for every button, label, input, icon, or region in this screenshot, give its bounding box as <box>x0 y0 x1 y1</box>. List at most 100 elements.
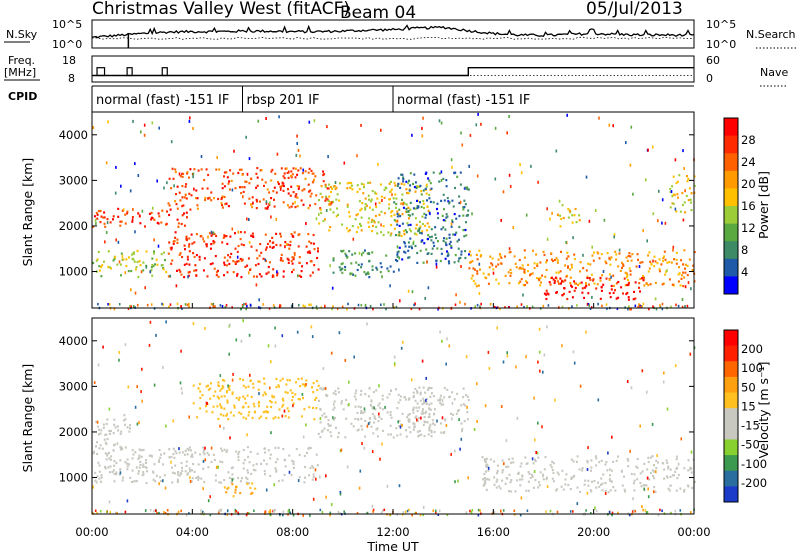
heatmap-cell <box>606 252 609 255</box>
heatmap-cell <box>201 394 204 397</box>
heatmap-cell <box>462 208 465 211</box>
heatmap-cell <box>184 185 187 188</box>
heatmap-noise <box>641 505 643 509</box>
heatmap-cell <box>586 276 589 280</box>
heatmap-cell <box>549 463 552 467</box>
heatmap-cell <box>622 292 624 295</box>
heatmap-noise <box>537 360 539 364</box>
heatmap-cell <box>247 414 250 417</box>
velocity-cbar-swatch <box>724 361 738 378</box>
heatmap-cell <box>510 461 513 464</box>
heatmap-cell <box>187 245 190 248</box>
heatmap-cell <box>324 218 326 221</box>
heatmap-cell <box>262 257 265 260</box>
heatmap-noise <box>258 392 260 396</box>
heatmap-cell <box>217 384 220 387</box>
heatmap-cell <box>109 465 112 468</box>
heatmap-noise <box>207 235 209 239</box>
heatmap-ground <box>686 304 689 308</box>
heatmap-cell <box>450 246 453 249</box>
heatmap-cell <box>195 254 198 257</box>
heatmap-ground <box>224 306 227 309</box>
heatmap-cell <box>96 213 99 216</box>
heatmap-cell <box>578 214 581 217</box>
heatmap-cell <box>418 434 421 437</box>
heatmap-cell <box>269 457 272 460</box>
x-tick-label: 20:00 <box>577 525 610 539</box>
heatmap-cell <box>251 491 254 495</box>
heatmap-cell <box>154 480 157 483</box>
heatmap-cell <box>549 283 552 286</box>
heatmap-cell <box>127 270 130 273</box>
heatmap-cell <box>94 479 97 482</box>
heatmap-noise <box>219 374 222 378</box>
heatmap-noise <box>438 119 441 123</box>
heatmap-noise <box>663 371 665 375</box>
heatmap-cell <box>264 451 266 454</box>
heatmap-cell <box>299 167 302 170</box>
heatmap-cell <box>287 243 289 246</box>
heatmap-cell <box>287 192 290 195</box>
heatmap-cell <box>663 255 665 258</box>
heatmap-ground <box>108 303 111 306</box>
heatmap-ground <box>383 303 385 306</box>
heatmap-cell <box>205 243 208 246</box>
heatmap-cell <box>355 398 357 401</box>
heatmap-cell <box>563 292 565 295</box>
heatmap-cell <box>428 236 431 239</box>
heatmap-cell <box>595 464 598 467</box>
heatmap-noise <box>565 240 567 244</box>
heatmap-cell <box>539 261 542 264</box>
heatmap-cell <box>137 457 140 460</box>
heatmap-cell <box>199 390 202 393</box>
heatmap-cell <box>405 207 408 211</box>
heatmap-cell <box>332 200 335 203</box>
heatmap-ground <box>476 303 479 307</box>
heatmap-cell <box>178 268 181 271</box>
heatmap-cell <box>409 184 412 187</box>
heatmap-cell <box>172 242 175 245</box>
heatmap-noise <box>324 387 327 390</box>
heatmap-cell <box>676 180 679 183</box>
heatmap-noise <box>657 219 659 223</box>
heatmap-noise <box>460 131 462 135</box>
heatmap-cell <box>258 200 261 203</box>
heatmap-ground <box>246 512 249 515</box>
heatmap-cell <box>403 396 406 399</box>
heatmap-noise <box>468 164 470 168</box>
heatmap-cell <box>654 281 657 284</box>
heatmap-cell <box>457 238 460 241</box>
heatmap-cell <box>117 215 120 218</box>
heatmap-ground <box>94 509 97 512</box>
heatmap-cell <box>102 426 105 429</box>
heatmap-cell <box>323 427 326 430</box>
heatmap-cell <box>95 259 98 262</box>
heatmap-noise <box>248 218 250 221</box>
heatmap-cell <box>256 452 259 455</box>
heatmap-cell <box>543 468 546 471</box>
heatmap-cell <box>226 399 229 402</box>
heatmap-cell <box>422 397 425 400</box>
heatmap-ground <box>569 510 572 513</box>
heatmap-cell <box>409 201 412 204</box>
heatmap-noise <box>427 286 430 290</box>
heatmap-cell <box>475 285 478 288</box>
heatmap-cell <box>588 283 590 286</box>
heatmap-cell <box>390 180 392 183</box>
heatmap-noise <box>242 195 244 199</box>
heatmap-cell <box>421 403 424 406</box>
heatmap-noise <box>164 486 167 490</box>
velocity-cbar-swatch <box>724 345 738 362</box>
heatmap-noise <box>119 471 122 475</box>
heatmap-noise <box>163 186 165 190</box>
heatmap-cell <box>315 194 318 197</box>
heatmap-cell <box>563 287 566 290</box>
heatmap-cell <box>141 474 144 477</box>
heatmap-cell <box>97 250 100 253</box>
heatmap-cell <box>464 228 467 232</box>
heatmap-cell <box>294 206 297 209</box>
heatmap-cell <box>546 259 548 262</box>
heatmap-cell <box>274 467 277 470</box>
heatmap-cell <box>275 243 278 247</box>
